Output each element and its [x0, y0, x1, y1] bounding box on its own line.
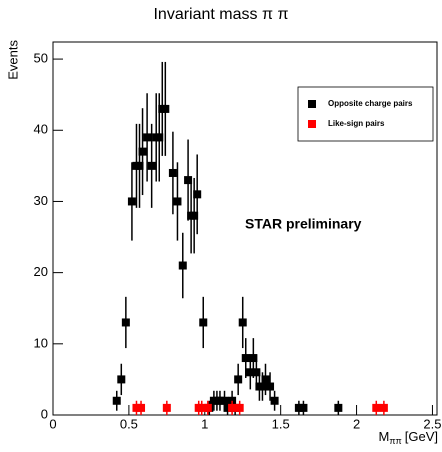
- data-point: [184, 176, 193, 185]
- data-point: [132, 403, 141, 412]
- y-tick-label: 50: [34, 51, 48, 66]
- data-point: [299, 403, 308, 412]
- data-point: [203, 403, 212, 412]
- data-point: [143, 133, 152, 142]
- data-point: [261, 375, 270, 384]
- x-axis-label: Mππ [GeV]: [378, 429, 438, 446]
- data-point: [246, 368, 255, 377]
- data-point: [215, 396, 224, 405]
- data-point: [193, 190, 202, 199]
- data-point: [258, 382, 267, 391]
- x-label-unit: [GeV]: [405, 429, 438, 444]
- legend-label: Like-sign pairs: [328, 119, 385, 128]
- data-point: [252, 368, 261, 377]
- data-point: [223, 403, 232, 412]
- data-point: [241, 354, 250, 363]
- x-label-subscript: ππ: [389, 436, 401, 446]
- data-point: [138, 147, 147, 156]
- data-point: [117, 375, 126, 384]
- data-point: [228, 403, 237, 412]
- data-point: [220, 396, 229, 405]
- data-point: [162, 403, 171, 412]
- data-point: [235, 403, 244, 412]
- data-point: [238, 318, 247, 327]
- data-point: [372, 403, 381, 412]
- legend-marker: [308, 100, 316, 108]
- y-tick-label: 10: [34, 335, 48, 350]
- chart-title: Invariant mass π π: [153, 6, 288, 23]
- data-point: [168, 168, 177, 177]
- legend-marker: [308, 120, 316, 128]
- x-tick-label: 0.5: [120, 416, 138, 431]
- data-point: [135, 161, 144, 170]
- data-point: [334, 403, 343, 412]
- data-point: [173, 197, 182, 206]
- data-point: [121, 318, 130, 327]
- y-tick-label: 30: [34, 193, 48, 208]
- x-label-main: M: [378, 429, 389, 444]
- data-point: [161, 104, 170, 113]
- x-tick-label: 2.5: [423, 416, 441, 431]
- data-point: [294, 403, 303, 412]
- data-point: [266, 382, 275, 391]
- data-point: [127, 197, 136, 206]
- data-point: [234, 375, 243, 384]
- x-tick-label: 1: [201, 416, 208, 431]
- data-point: [249, 354, 258, 363]
- data-point: [190, 211, 199, 220]
- y-tick-label: 20: [34, 264, 48, 279]
- data-point: [270, 396, 279, 405]
- y-tick-label: 40: [34, 122, 48, 137]
- data-point: [199, 318, 208, 327]
- data-point: [155, 133, 164, 142]
- data-point: [178, 261, 187, 270]
- legend-box: [297, 86, 434, 142]
- y-axis-label: Events: [5, 40, 20, 80]
- y-tick-label: 0: [41, 406, 48, 421]
- data-point: [379, 403, 388, 412]
- x-tick-label: 1.5: [272, 416, 290, 431]
- data-point: [197, 403, 206, 412]
- annotation: STAR preliminary: [245, 216, 362, 232]
- data-point: [147, 161, 156, 170]
- data-point: [112, 396, 121, 405]
- x-tick-label: 0: [49, 416, 56, 431]
- x-tick-label: 2: [353, 416, 360, 431]
- legend-label: Opposite charge pairs: [328, 99, 413, 108]
- data-point: [137, 403, 146, 412]
- plot-frame: [52, 41, 438, 416]
